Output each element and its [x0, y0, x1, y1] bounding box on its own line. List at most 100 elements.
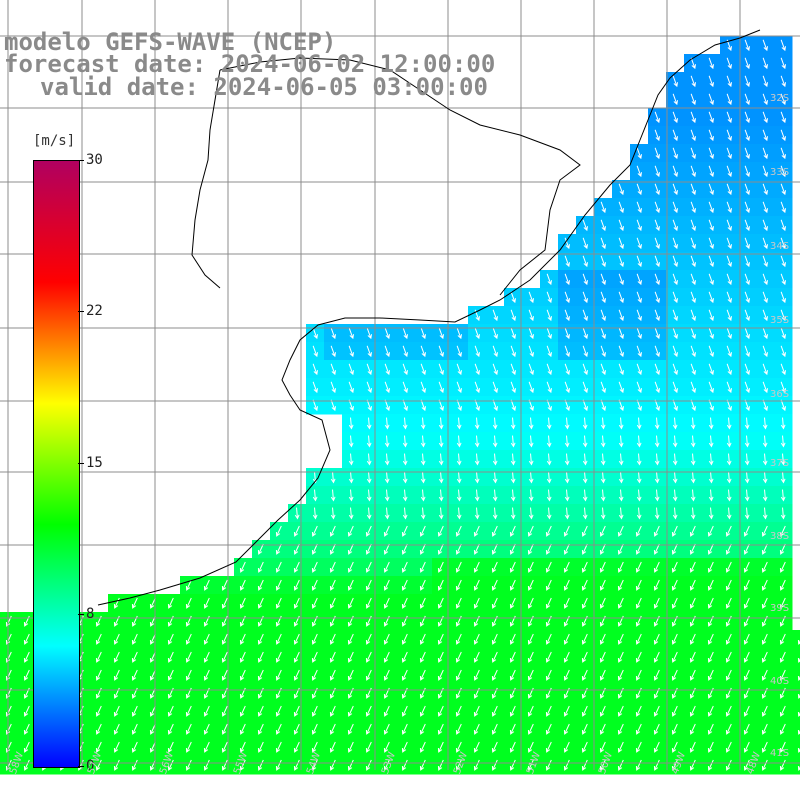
wind-arrow [330, 471, 336, 484]
wind-arrow [762, 309, 768, 322]
wind-arrow [762, 291, 768, 304]
wind-arrow [690, 417, 696, 430]
wind-arrow [761, 723, 768, 735]
wind-arrow [762, 129, 768, 142]
wind-arrow [744, 219, 750, 232]
lat-lon-grid [0, 0, 800, 770]
wind-arrow [545, 579, 552, 591]
wind-arrow [617, 633, 624, 645]
wind-arrow [743, 633, 750, 645]
wind-arrow [582, 219, 588, 232]
wind-arrow [203, 597, 210, 609]
wind-arrow [509, 633, 516, 645]
wind-arrow [167, 651, 174, 663]
wind-arrow [689, 579, 696, 591]
wind-arrow [780, 435, 786, 448]
wind-arrow [690, 75, 696, 88]
wind-arrow [672, 165, 678, 178]
wind-arrow [618, 381, 624, 394]
wind-arrow [762, 93, 768, 106]
wind-arrow [329, 759, 336, 771]
wind-cell [792, 684, 800, 703]
wind-arrow [725, 669, 732, 681]
wind-arrow [402, 453, 408, 466]
wind-arrow [780, 165, 786, 178]
wind-arrow [492, 363, 498, 376]
wind-arrow [726, 219, 732, 232]
wind-arrow [636, 435, 642, 448]
wind-arrow [401, 543, 408, 555]
wind-arrow [491, 633, 498, 645]
wind-arrow [779, 759, 786, 771]
wind-arrow [491, 741, 498, 753]
wind-arrow [564, 291, 570, 304]
wind-arrow [528, 399, 534, 412]
wind-arrow [671, 597, 678, 609]
wind-arrow [383, 543, 390, 555]
wind-arrow [366, 417, 372, 430]
wind-arrow [311, 669, 318, 681]
wind-arrow [239, 597, 246, 609]
wind-arrow [185, 705, 192, 717]
wind-arrow [420, 471, 426, 484]
wind-arrow [474, 327, 480, 340]
wind-arrow [690, 363, 696, 376]
wind-arrow [438, 435, 444, 448]
wind-arrow [653, 705, 660, 717]
wind-arrow [563, 543, 570, 555]
wind-arrow [654, 345, 660, 358]
wind-arrow [366, 345, 372, 358]
wind-arrow [510, 453, 516, 466]
wind-arrow [347, 633, 354, 645]
wind-arrow [564, 471, 570, 484]
wind-arrow [599, 723, 606, 735]
wind-arrow [239, 561, 246, 573]
wind-arrow [473, 651, 480, 663]
wind-arrow [617, 525, 624, 537]
wind-arrow [419, 525, 426, 537]
wind-arrow [473, 561, 480, 573]
wind-arrow [690, 255, 696, 268]
wind-arrow [312, 363, 318, 376]
wind-arrow [635, 561, 642, 573]
wind-arrow [762, 57, 768, 70]
wind-arrow [312, 345, 318, 358]
wind-arrow [456, 327, 462, 340]
wind-arrow [744, 291, 750, 304]
wind-arrow [707, 705, 714, 717]
wind-arrow [239, 705, 246, 717]
wind-arrow [762, 363, 768, 376]
wind-arrow [582, 327, 588, 340]
wind-arrow [401, 669, 408, 681]
wind-arrow [635, 669, 642, 681]
wind-arrow [708, 201, 714, 214]
wind-arrow [653, 525, 660, 537]
wind-arrow [582, 345, 588, 358]
wind-arrow [330, 363, 336, 376]
wind-arrow [437, 633, 444, 645]
wind-arrow [528, 435, 534, 448]
wind-arrow [528, 345, 534, 358]
wind-arrow [689, 525, 696, 537]
wind-arrow [690, 327, 696, 340]
wind-arrow [402, 345, 408, 358]
wind-arrow [5, 705, 12, 717]
wind-arrow [654, 273, 660, 286]
wind-arrow [780, 453, 786, 466]
wind-arrow [131, 759, 138, 771]
lat-label: 38S [770, 531, 790, 542]
wind-arrow [474, 381, 480, 394]
wind-arrow [600, 345, 606, 358]
wind-arrow [438, 363, 444, 376]
wind-arrow [707, 561, 714, 573]
wind-arrow [707, 633, 714, 645]
wind-arrow [510, 381, 516, 394]
wind-arrow [509, 759, 516, 771]
wind-arrow [689, 561, 696, 573]
wind-arrow [401, 759, 408, 771]
wind-arrow [329, 705, 336, 717]
wind-arrow [312, 327, 318, 340]
wind-arrow [726, 345, 732, 358]
wind-arrow [708, 273, 714, 286]
wind-arrow [564, 417, 570, 430]
